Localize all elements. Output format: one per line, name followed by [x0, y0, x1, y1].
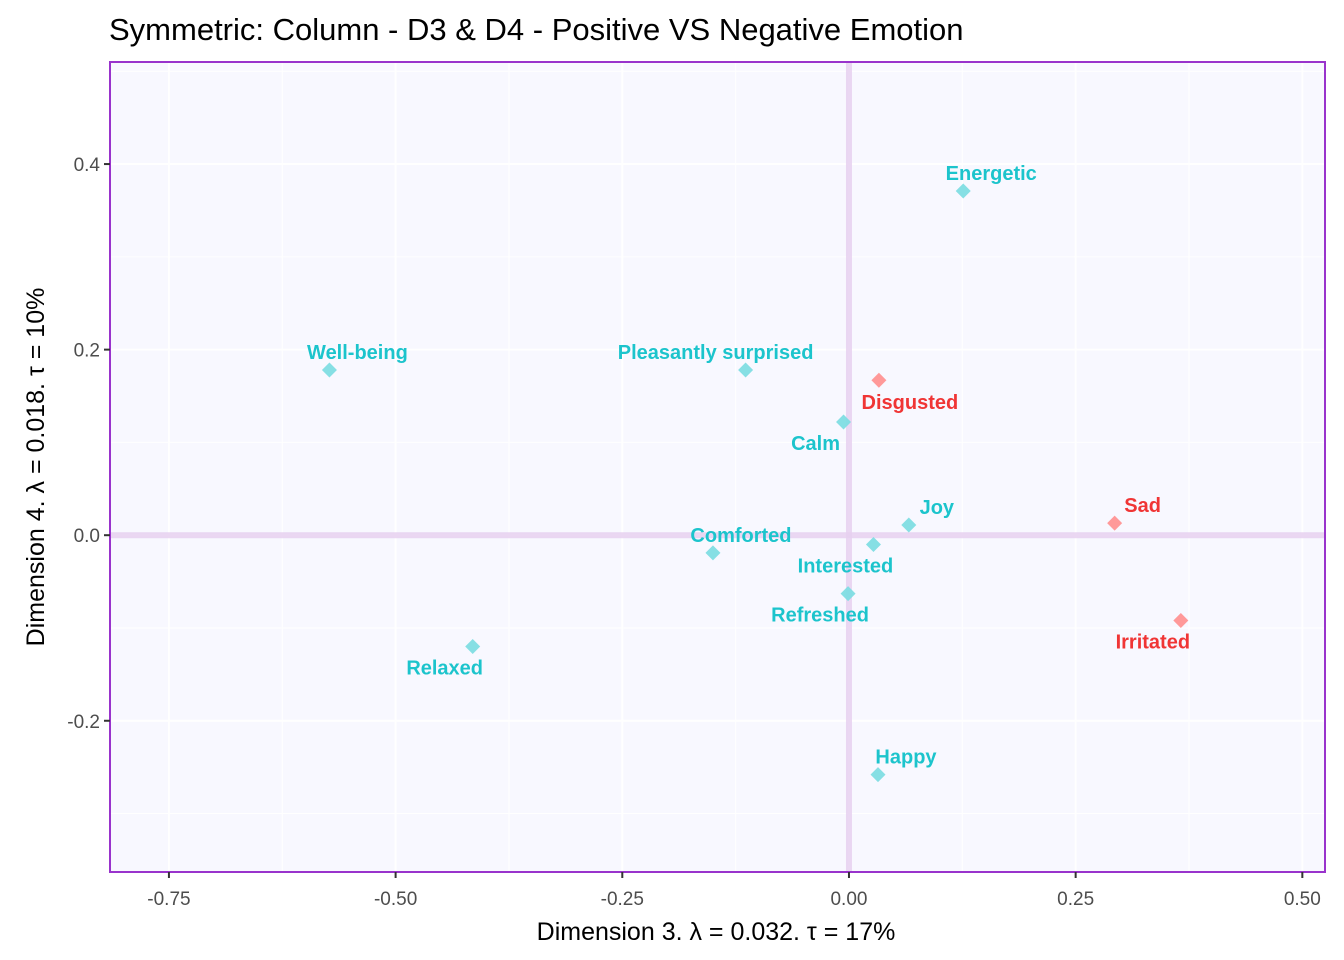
x-tick-label: -0.50 — [374, 889, 417, 910]
x-tick-label: -0.25 — [601, 889, 644, 910]
x-tick-label: -0.75 — [147, 889, 190, 910]
point-interested — [865, 536, 881, 552]
point-sad — [1107, 515, 1123, 531]
label-well-being: Well-being — [307, 342, 408, 364]
label-calm: Calm — [791, 433, 840, 455]
point-energetic — [955, 183, 971, 199]
y-axis-title: Dimension 4. λ = 0.018. τ = 10% — [22, 288, 50, 647]
x-tick-label: 0.25 — [1057, 889, 1094, 910]
point-happy — [870, 767, 886, 783]
point-refreshed — [840, 586, 856, 602]
point-joy — [901, 517, 917, 533]
point-labels: Energetic Well-being Pleasantly surprised C… — [307, 163, 1190, 769]
y-tick-label: 0.2 — [74, 341, 100, 362]
label-disgusted: Disgusted — [862, 392, 959, 414]
x-axis: -0.75 -0.50 -0.25 0.00 0.25 0.50 — [147, 872, 1321, 910]
label-energetic: Energetic — [946, 163, 1037, 185]
y-tick-label: 0.4 — [74, 155, 101, 176]
label-pleasantly-surprised: Pleasantly surprised — [618, 342, 814, 364]
x-axis-title: Dimension 3. λ = 0.032. τ = 17% — [537, 918, 896, 946]
point-relaxed — [465, 639, 481, 655]
reference-lines — [110, 62, 1325, 872]
point-disgusted — [871, 372, 887, 388]
point-irritated — [1173, 613, 1189, 629]
data-points — [321, 183, 1189, 783]
y-tick-label: -0.2 — [67, 712, 100, 733]
x-tick-label: 0.00 — [830, 889, 867, 910]
minor-gridlines — [110, 62, 1325, 872]
point-pleasantly-surprised — [738, 362, 754, 378]
label-relaxed: Relaxed — [406, 658, 483, 680]
chart-title: Symmetric: Column - D3 & D4 - Positive V… — [109, 12, 964, 47]
label-sad: Sad — [1124, 495, 1161, 517]
label-joy: Joy — [920, 497, 955, 519]
y-axis: -0.2 0.0 0.2 0.4 — [67, 155, 110, 733]
x-tick-label: 0.50 — [1284, 889, 1321, 910]
point-well-being — [321, 362, 337, 378]
point-calm — [836, 414, 852, 430]
label-interested: Interested — [798, 555, 894, 577]
plot-panel — [110, 62, 1325, 872]
label-happy: Happy — [875, 747, 937, 769]
plot-border — [109, 61, 1326, 873]
label-comforted: Comforted — [690, 525, 791, 547]
label-refreshed: Refreshed — [771, 605, 869, 627]
label-irritated: Irritated — [1116, 632, 1190, 654]
point-comforted — [705, 545, 721, 561]
y-tick-label: 0.0 — [74, 526, 100, 547]
